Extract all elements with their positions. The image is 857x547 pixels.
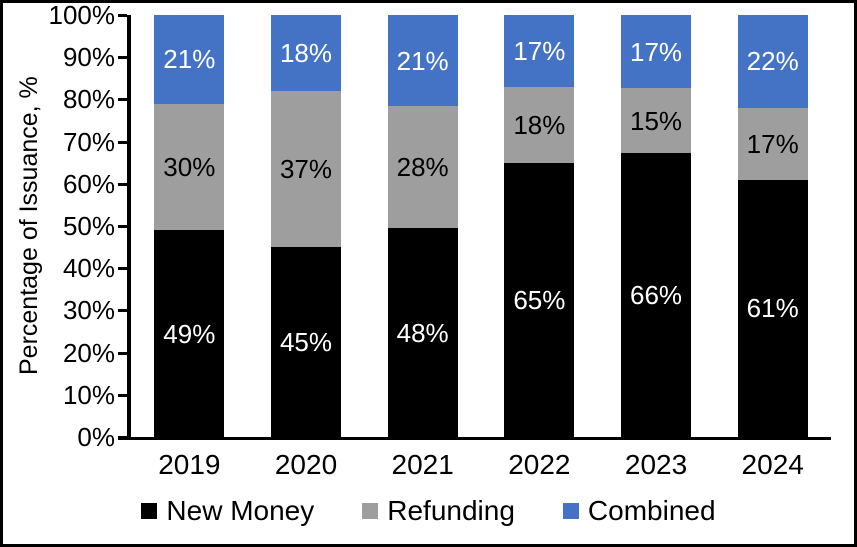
bar-segment-new-money[interactable]: 66% <box>621 152 692 437</box>
bar-value-label: 15% <box>629 105 683 136</box>
y-tick-mark <box>118 56 127 60</box>
bar-segment-refunding[interactable]: 18% <box>504 86 575 163</box>
stacked-bar-2020[interactable]: 45% 37% 18% <box>271 15 341 437</box>
y-tick-label: 40% <box>62 253 115 284</box>
y-tick-mark <box>118 182 127 186</box>
bar-value-label: 21% <box>163 44 216 75</box>
stacked-bar-2023[interactable]: 66% 15% 17% <box>621 15 692 437</box>
stacked-bar-2024[interactable]: 61% 17% 22% <box>737 15 808 437</box>
bar-column-2022: 65% 18% 17% <box>481 15 598 437</box>
stacked-bar-2022[interactable]: 65% 18% 17% <box>504 15 575 437</box>
y-tick-mark <box>118 267 127 271</box>
y-tick-label: 80% <box>62 84 115 115</box>
legend-item-refunding[interactable]: Refunding <box>362 495 515 527</box>
bar-value-label: 17% <box>746 128 799 159</box>
bar-column-2023: 66% 15% 17% <box>598 15 715 437</box>
y-tick-label: 90% <box>62 42 115 73</box>
bar-segment-new-money[interactable]: 61% <box>737 179 808 437</box>
y-tick-label: 20% <box>62 337 115 368</box>
y-tick-label: 70% <box>62 126 115 157</box>
y-tick-mark <box>118 351 127 355</box>
y-tick-label: 30% <box>62 295 115 326</box>
x-tick-label-2021: 2021 <box>391 449 454 480</box>
bar-segment-refunding[interactable]: 30% <box>154 103 225 231</box>
y-tick-label: 10% <box>62 379 115 410</box>
bar-column-2021: 48% 28% 21% <box>364 15 481 437</box>
bar-segment-combined[interactable]: 18% <box>271 15 341 91</box>
y-tick-mark <box>118 14 127 17</box>
plot-area: 49% 30% 21% 45% 37% 18% 48% 28% 21% 65% 18% 17% 66% 1… <box>131 15 831 437</box>
y-tick-label: 50% <box>62 211 115 241</box>
y-tick-mark <box>118 98 127 102</box>
y-tick-mark <box>118 140 127 144</box>
legend-swatch-refunding <box>362 503 379 520</box>
bar-value-label: 48% <box>396 317 449 348</box>
legend: New Money Refunding Combined <box>3 495 854 527</box>
bar-value-label: 37% <box>279 154 333 185</box>
bar-segment-refunding[interactable]: 15% <box>621 88 692 153</box>
bar-column-2024: 61% 17% 22% <box>714 15 831 437</box>
bar-segment-new-money[interactable]: 48% <box>387 228 458 437</box>
y-tick-mark <box>118 393 127 397</box>
x-tick-label-2020: 2020 <box>274 449 338 480</box>
y-tick-mark <box>118 436 127 439</box>
legend-swatch-combined <box>562 503 579 520</box>
stacked-bar-2021[interactable]: 48% 28% 21% <box>387 15 458 437</box>
bar-value-label: 65% <box>513 284 566 315</box>
x-tick-label-2023: 2023 <box>624 449 688 480</box>
bar-value-label: 21% <box>396 45 449 76</box>
x-tick-label-2022: 2022 <box>508 449 571 480</box>
bar-value-label: 30% <box>163 151 216 182</box>
legend-swatch-new-money <box>141 503 158 520</box>
legend-item-combined[interactable]: Combined <box>562 495 716 527</box>
bar-value-label: 17% <box>513 35 566 66</box>
bar-column-2019: 49% 30% 21% <box>131 15 248 437</box>
y-tick-label: 60% <box>62 168 115 199</box>
bar-value-label: 45% <box>279 327 333 358</box>
bar-segment-combined[interactable]: 17% <box>504 15 575 87</box>
bar-segment-refunding[interactable]: 17% <box>737 107 808 180</box>
stacked-bar-2019[interactable]: 49% 30% 21% <box>154 15 225 437</box>
bar-value-label: 17% <box>629 36 683 67</box>
y-tick-mark <box>118 309 127 313</box>
y-tick-mark <box>118 225 127 228</box>
x-tick-label-2024: 2024 <box>741 449 804 480</box>
bar-value-label: 18% <box>513 109 566 140</box>
bar-value-label: 61% <box>746 293 799 324</box>
bar-segment-combined[interactable]: 21% <box>387 15 458 107</box>
bar-segment-combined[interactable]: 17% <box>621 15 692 89</box>
legend-label: Refunding <box>387 495 515 526</box>
bar-segment-combined[interactable]: 22% <box>737 15 808 108</box>
legend-label: New Money <box>166 495 315 526</box>
legend-label: Combined <box>587 495 716 526</box>
x-axis-labels: 2019 2020 2021 2022 2023 2024 <box>131 449 831 481</box>
bar-value-label: 22% <box>746 46 799 77</box>
bar-segment-refunding[interactable]: 28% <box>387 106 458 229</box>
bar-value-label: 28% <box>396 152 449 183</box>
x-tick-label-2019: 2019 <box>158 449 221 480</box>
bar-segment-combined[interactable]: 21% <box>154 15 225 104</box>
legend-item-new-money[interactable]: New Money <box>141 495 315 527</box>
y-tick-label: 100% <box>48 0 116 30</box>
bar-segment-new-money[interactable]: 49% <box>154 230 225 437</box>
bar-segment-refunding[interactable]: 37% <box>271 90 341 248</box>
y-axis-line <box>127 15 131 440</box>
bar-value-label: 18% <box>279 38 333 68</box>
x-axis-line <box>118 437 831 440</box>
bar-segment-new-money[interactable]: 45% <box>271 247 341 437</box>
bar-column-2020: 45% 37% 18% <box>248 15 365 437</box>
bar-segment-new-money[interactable]: 65% <box>504 162 575 437</box>
y-tick-label: 0% <box>77 422 115 452</box>
bar-value-label: 49% <box>163 318 216 349</box>
bar-value-label: 66% <box>629 279 683 310</box>
